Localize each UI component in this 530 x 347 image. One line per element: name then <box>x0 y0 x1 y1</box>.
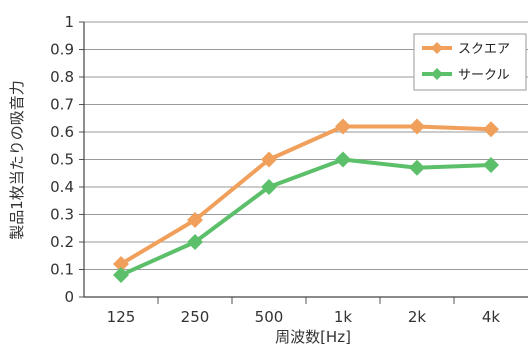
series-1 <box>113 118 499 272</box>
y-tick-label: 0.5 <box>50 151 74 169</box>
y-tick-label: 0.8 <box>50 68 74 86</box>
legend-marker <box>431 42 443 54</box>
data-point <box>483 157 499 173</box>
y-tick-label: 0 <box>64 288 74 306</box>
data-point <box>187 234 203 250</box>
legend-label: サークル <box>458 68 510 83</box>
series-2 <box>113 151 499 283</box>
data-point <box>483 121 499 138</box>
x-tick-label: 250 <box>181 308 210 326</box>
y-tick-label: 1 <box>64 13 74 31</box>
data-point <box>113 267 129 283</box>
series-line <box>120 157 492 277</box>
y-tick-label: 0.1 <box>50 261 74 279</box>
y-tick-label: 0.7 <box>50 96 74 114</box>
x-tick-label: 500 <box>255 308 284 326</box>
legend-box <box>413 33 527 91</box>
axes <box>83 22 528 298</box>
data-series <box>113 118 499 283</box>
x-tick-label: 125 <box>107 308 136 326</box>
x-tick-label: 4k <box>482 308 501 326</box>
x-axis-ticks <box>157 297 455 304</box>
data-point <box>335 151 351 168</box>
x-tick-label: 2k <box>408 308 427 326</box>
y-tick-label: 0.9 <box>50 41 74 59</box>
data-point <box>261 151 277 168</box>
x-axis-title: 周波数[Hz] <box>275 328 351 346</box>
y-tick-label: 0.4 <box>50 178 74 196</box>
series-line <box>119 124 492 266</box>
y-tick-label: 0.3 <box>50 206 74 224</box>
y-tick-label: 0.6 <box>50 123 74 141</box>
x-tick-label: 1k <box>334 308 353 326</box>
legend-marker <box>431 68 443 80</box>
data-point <box>335 118 351 135</box>
data-point <box>409 159 425 176</box>
x-axis-tick-labels: 125 250 500 1k 2k 4k <box>107 308 501 326</box>
legend-label: スクエア <box>458 42 510 57</box>
grid-lines <box>79 21 528 298</box>
y-axis-title: 製品1枚当たりの吸音力 <box>8 80 26 240</box>
data-point <box>409 118 425 135</box>
data-point <box>187 212 203 228</box>
y-tick-label: 0.2 <box>50 233 74 251</box>
y-axis-tick-labels: 0 0.1 0.2 0.3 0.4 0.5 0.6 0.7 0.8 0.9 1 <box>50 13 74 306</box>
data-point <box>113 256 129 272</box>
data-point <box>261 179 277 195</box>
